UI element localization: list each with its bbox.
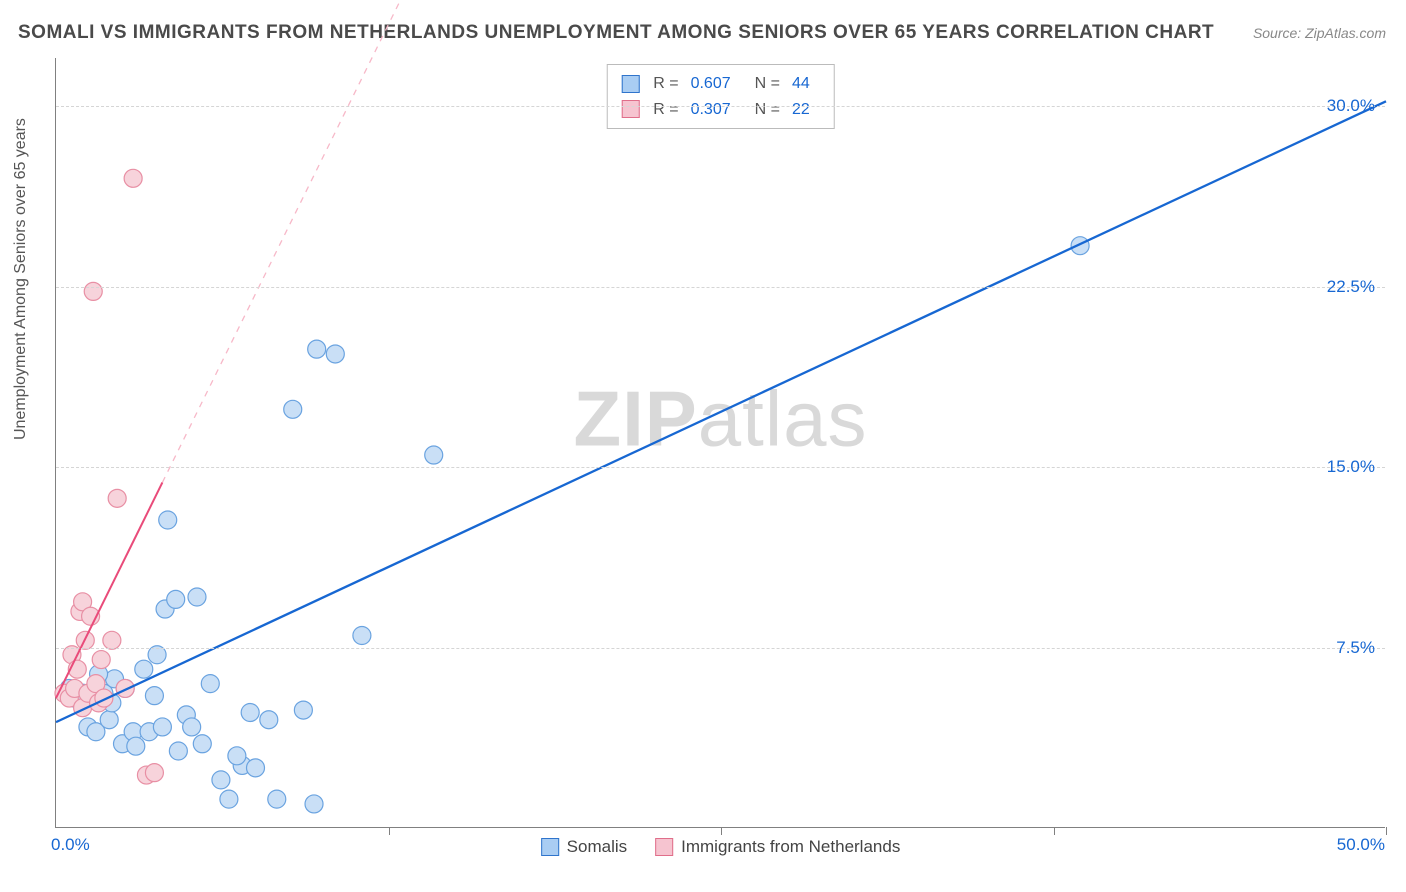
legend-swatch bbox=[621, 100, 639, 118]
x-tick bbox=[1054, 827, 1055, 835]
trend-line-dashed bbox=[162, 0, 455, 482]
grid-line bbox=[56, 287, 1385, 288]
y-axis-label: Unemployment Among Seniors over 65 years bbox=[12, 118, 30, 440]
grid-line bbox=[56, 648, 1385, 649]
data-point bbox=[124, 169, 142, 187]
legend-item: Immigrants from Netherlands bbox=[655, 837, 900, 857]
data-point bbox=[167, 590, 185, 608]
data-point bbox=[84, 282, 102, 300]
n-value: 44 bbox=[792, 71, 810, 97]
data-point bbox=[228, 747, 246, 765]
x-tick bbox=[389, 827, 390, 835]
n-value: 22 bbox=[792, 97, 810, 123]
y-tick-label: 15.0% bbox=[1327, 457, 1375, 477]
data-point bbox=[201, 675, 219, 693]
x-axis-origin-label: 0.0% bbox=[51, 835, 90, 855]
data-point bbox=[353, 627, 371, 645]
data-point bbox=[153, 718, 171, 736]
data-point bbox=[100, 711, 118, 729]
legend-swatch bbox=[541, 838, 559, 856]
y-tick-label: 22.5% bbox=[1327, 277, 1375, 297]
data-point bbox=[108, 489, 126, 507]
data-point bbox=[92, 651, 110, 669]
series-legend: Somalis Immigrants from Netherlands bbox=[541, 837, 901, 857]
legend-label: Somalis bbox=[567, 837, 627, 857]
data-point bbox=[260, 711, 278, 729]
data-point bbox=[425, 446, 443, 464]
data-point bbox=[193, 735, 211, 753]
data-point bbox=[145, 764, 163, 782]
grid-line bbox=[56, 106, 1385, 107]
data-point bbox=[135, 660, 153, 678]
source-attribution: Source: ZipAtlas.com bbox=[1253, 25, 1386, 41]
correlation-chart: SOMALI VS IMMIGRANTS FROM NETHERLANDS UN… bbox=[0, 0, 1406, 892]
data-point bbox=[159, 511, 177, 529]
data-point bbox=[326, 345, 344, 363]
legend-swatch bbox=[621, 75, 639, 93]
plot-svg bbox=[56, 58, 1385, 827]
legend-row: R = 0.607 N = 44 bbox=[621, 71, 820, 97]
data-point bbox=[116, 679, 134, 697]
y-tick-label: 30.0% bbox=[1327, 96, 1375, 116]
n-label: N = bbox=[755, 71, 780, 97]
grid-line bbox=[56, 467, 1385, 468]
data-point bbox=[284, 400, 302, 418]
x-tick bbox=[721, 827, 722, 835]
r-label: R = bbox=[653, 71, 678, 97]
data-point bbox=[212, 771, 230, 789]
legend-label: Immigrants from Netherlands bbox=[681, 837, 900, 857]
data-point bbox=[241, 704, 259, 722]
legend-swatch bbox=[655, 838, 673, 856]
data-point bbox=[308, 340, 326, 358]
correlation-legend: R = 0.607 N = 44 R = 0.307 N = 22 bbox=[606, 64, 835, 129]
y-tick-label: 7.5% bbox=[1336, 638, 1375, 658]
data-point bbox=[127, 737, 145, 755]
data-point bbox=[188, 588, 206, 606]
x-tick bbox=[1386, 827, 1387, 835]
x-axis-end-label: 50.0% bbox=[1337, 835, 1385, 855]
n-label: N = bbox=[755, 97, 780, 123]
data-point bbox=[145, 687, 163, 705]
data-point bbox=[247, 759, 265, 777]
chart-title: SOMALI VS IMMIGRANTS FROM NETHERLANDS UN… bbox=[18, 22, 1214, 44]
plot-area: ZIPatlas R =0.607N =44R =0.307N =22 0.0%… bbox=[55, 58, 1385, 828]
data-point bbox=[1071, 237, 1089, 255]
data-point bbox=[268, 790, 286, 808]
data-point bbox=[169, 742, 187, 760]
data-point bbox=[305, 795, 323, 813]
data-point bbox=[294, 701, 312, 719]
legend-item: Somalis bbox=[541, 837, 627, 857]
trend-line bbox=[56, 101, 1386, 722]
data-point bbox=[183, 718, 201, 736]
r-label: R = bbox=[653, 97, 678, 123]
legend-row: R = 0.307 N = 22 bbox=[621, 97, 820, 123]
r-value: 0.607 bbox=[691, 71, 731, 97]
r-value: 0.307 bbox=[691, 97, 731, 123]
data-point bbox=[220, 790, 238, 808]
